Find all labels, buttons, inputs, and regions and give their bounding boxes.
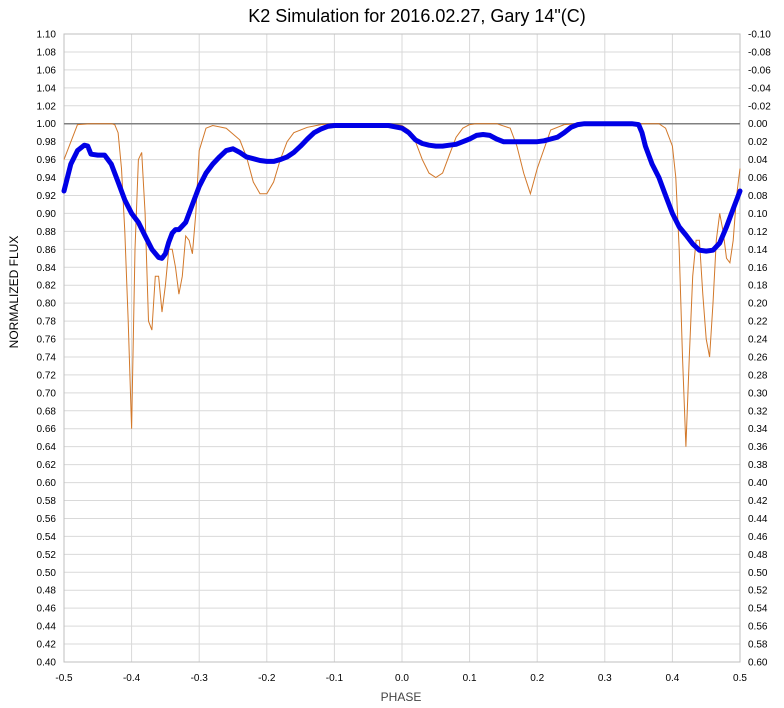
x-tick-label: 0.2 [530,673,544,684]
chart-title: K2 Simulation for 2016.02.27, Gary 14"(C… [248,6,586,26]
series-model-line [61,121,743,261]
y-right-tick-label: 0.50 [748,568,768,579]
y-right-tick-label: 0.52 [748,586,768,597]
y-axis-left-ticks: 0.40 0.42 0.44 0.46 0.48 0.50 0.52 0.54 0.56 0.58… [37,30,57,669]
y-left-tick-label: 0.94 [37,173,57,184]
x-tick-label: 0.0 [395,673,409,684]
y-right-tick-label: 0.60 [748,658,768,669]
y-left-tick-label: 1.00 [37,119,57,130]
y-right-tick-label: 0.42 [748,496,768,507]
y-left-tick-label: 0.78 [37,317,57,328]
x-axis-ticks: -0.5 -0.4 -0.3 -0.2 -0.1 0.0 0.1 0.2 0.3 0.4 0.5 [55,673,747,684]
y-left-tick-label: 0.70 [37,388,57,399]
y-right-tick-label: -0.08 [748,47,771,58]
y-left-tick-label: 0.46 [37,604,57,615]
y-axis-right-ticks: 0.60 0.58 0.56 0.54 0.52 0.50 0.48 0.46 0.44 0.42… [748,30,771,669]
y-left-tick-label: 0.92 [37,191,57,202]
x-tick-label: -0.3 [191,673,209,684]
x-tick-label: -0.5 [55,673,73,684]
y-left-tick-label: 0.74 [37,352,57,363]
y-axis-label: NORMALIZED FLUX [7,236,21,349]
y-right-tick-label: 0.36 [748,442,768,453]
y-right-tick-label: 0.34 [748,424,768,435]
y-left-tick-label: 0.96 [37,155,57,166]
y-right-tick-label: 0.10 [748,209,768,220]
y-right-tick-label: 0.20 [748,299,768,310]
x-tick-label: 0.3 [598,673,612,684]
y-right-tick-label: 0.58 [748,640,768,651]
y-right-tick-label: 0.56 [748,622,768,633]
y-left-tick-label: 0.80 [37,299,57,310]
y-left-tick-label: 1.06 [37,65,57,76]
y-right-tick-label: 0.14 [748,245,768,256]
y-right-tick-label: 0.24 [748,335,768,346]
y-left-tick-label: 0.64 [37,442,57,453]
series-components-line [63,123,741,447]
y-right-tick-label: -0.10 [748,30,771,41]
y-right-tick-label: -0.06 [748,65,771,76]
y-right-tick-label: 0.28 [748,370,768,381]
y-left-tick-label: 0.56 [37,514,57,525]
y-right-tick-label: 0.48 [748,550,768,561]
y-right-tick-label: 0.46 [748,532,768,543]
x-tick-label: 0.5 [733,673,747,684]
y-right-tick-label: 0.18 [748,281,768,292]
y-right-tick-label: 0.30 [748,388,768,399]
y-left-tick-label: 0.40 [37,658,57,669]
y-right-tick-label: 0.02 [748,137,768,148]
y-right-tick-label: 0.00 [748,119,768,130]
y-right-tick-label: 0.44 [748,514,768,525]
x-axis-label: PHASE [381,690,422,704]
y-left-tick-label: 0.66 [37,424,57,435]
y-left-tick-label: 0.42 [37,640,57,651]
y-left-tick-label: 0.90 [37,209,57,220]
x-tick-label: -0.4 [123,673,141,684]
y-right-tick-label: 0.16 [748,263,768,274]
y-right-tick-label: -0.04 [748,83,771,94]
y-left-tick-label: 0.62 [37,460,57,471]
y-right-tick-label: 0.22 [748,317,768,328]
y-left-tick-label: 0.88 [37,227,57,238]
y-right-tick-label: 0.54 [748,604,768,615]
y-right-tick-label: 0.40 [748,478,768,489]
y-left-tick-label: 0.48 [37,586,57,597]
y-left-tick-label: 0.86 [37,245,57,256]
y-left-tick-label: 0.58 [37,496,57,507]
y-left-tick-label: 1.10 [37,30,57,41]
y-right-tick-label: 0.12 [748,227,768,238]
y-left-tick-label: 0.54 [37,532,57,543]
y-left-tick-label: 0.44 [37,622,57,633]
y-left-tick-label: 0.72 [37,370,57,381]
y-right-tick-label: 0.32 [748,406,768,417]
x-tick-label: -0.2 [258,673,276,684]
y-right-tick-label: 0.08 [748,191,768,202]
y-right-tick-label: 0.04 [748,155,768,166]
x-tick-label: -0.1 [326,673,344,684]
y-left-tick-label: 0.68 [37,406,57,417]
y-right-tick-label: 0.06 [748,173,768,184]
y-left-tick-label: 0.76 [37,335,57,346]
y-left-tick-label: 0.50 [37,568,57,579]
y-right-tick-label: -0.02 [748,101,771,112]
plot-frame [63,33,741,663]
x-tick-label: 0.1 [463,673,477,684]
y-left-tick-label: 0.82 [37,281,57,292]
y-left-tick-label: 1.02 [37,101,57,112]
y-left-tick-label: 1.08 [37,47,57,58]
y-left-tick-label: 0.60 [37,478,57,489]
y-right-tick-label: 0.38 [748,460,768,471]
y-left-tick-label: 0.84 [37,263,57,274]
y-left-tick-label: 0.98 [37,137,57,148]
x-tick-label: 0.4 [665,673,679,684]
y-left-tick-label: 0.52 [37,550,57,561]
y-left-tick-label: 1.04 [37,83,57,94]
y-right-tick-label: 0.26 [748,352,768,363]
